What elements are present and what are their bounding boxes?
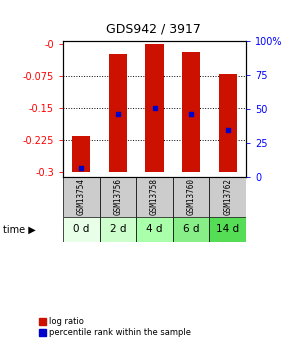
Text: 0 d: 0 d <box>73 224 89 234</box>
Text: time ▶: time ▶ <box>3 224 36 234</box>
Bar <box>219 73 237 172</box>
FancyBboxPatch shape <box>100 217 136 241</box>
FancyBboxPatch shape <box>136 177 173 217</box>
Text: 4 d: 4 d <box>146 224 163 234</box>
Bar <box>109 54 127 172</box>
FancyBboxPatch shape <box>63 177 100 217</box>
FancyBboxPatch shape <box>209 217 246 241</box>
Bar <box>72 136 91 172</box>
Text: GSM13754: GSM13754 <box>77 178 86 215</box>
FancyBboxPatch shape <box>173 177 209 217</box>
Text: 14 d: 14 d <box>216 224 239 234</box>
Legend: log ratio, percentile rank within the sample: log ratio, percentile rank within the sa… <box>39 317 191 337</box>
FancyBboxPatch shape <box>136 217 173 241</box>
FancyBboxPatch shape <box>173 217 209 241</box>
FancyBboxPatch shape <box>209 177 246 217</box>
Text: GDS942 / 3917: GDS942 / 3917 <box>106 22 201 36</box>
Text: GSM13756: GSM13756 <box>113 178 122 215</box>
Bar <box>182 52 200 172</box>
Text: 6 d: 6 d <box>183 224 200 234</box>
FancyBboxPatch shape <box>63 217 100 241</box>
FancyBboxPatch shape <box>100 177 136 217</box>
Text: GSM13760: GSM13760 <box>187 178 196 215</box>
Text: GSM13762: GSM13762 <box>223 178 232 215</box>
Text: 2 d: 2 d <box>110 224 126 234</box>
Bar <box>145 45 164 172</box>
Text: GSM13758: GSM13758 <box>150 178 159 215</box>
